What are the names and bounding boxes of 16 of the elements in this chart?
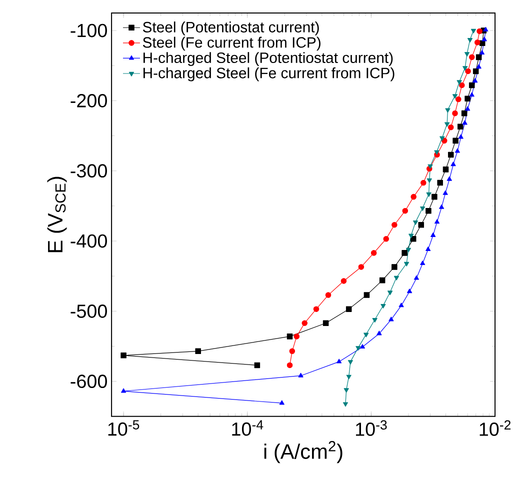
legend-label: Steel (Fe current from ICP): [142, 36, 320, 51]
y-axis-title: E (V$_{SCE}$): [47, 176, 67, 252]
x-tick-label: 10$^{-2}$: [480, 420, 511, 436]
x-tick-label: 10$^{-5}$: [108, 420, 140, 436]
x-tick-label: 10$^{-3}$: [356, 420, 387, 436]
y-tick-label: -200: [70, 94, 107, 108]
y-tick-label: -600: [70, 374, 107, 388]
x-axis-title: i (A/cm$^{2}$): [264, 440, 342, 463]
legend-label: H-charged Steel (Potentiostat current): [143, 52, 393, 66]
y-tick-label: -500: [70, 304, 107, 318]
y-tick-label: -100: [70, 24, 107, 38]
x-tick-label: 10$^{-4}$: [232, 420, 264, 436]
y-tick-label: -300: [70, 164, 107, 178]
legend-label: H-charged Steel (Fe current from ICP): [143, 67, 394, 82]
y-tick-label: -400: [70, 234, 107, 248]
legend-label: Steel (Potentiostat current): [142, 21, 319, 36]
